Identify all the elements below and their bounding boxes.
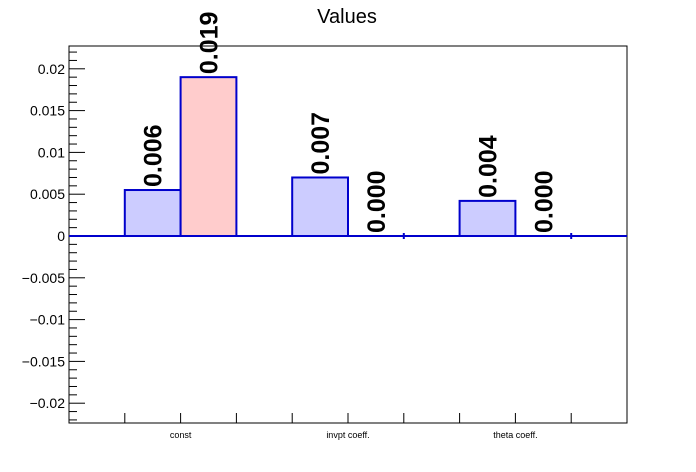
data-label: 0.000 <box>530 170 558 233</box>
data-label: 0.019 <box>196 12 224 75</box>
data-label: 0.007 <box>307 112 335 175</box>
chart-title: Values <box>317 6 377 28</box>
bar <box>458 199 517 237</box>
y-tick-label: 0.005 <box>30 186 65 202</box>
y-tick-label: −0.02 <box>30 395 66 411</box>
y-tick-label: −0.01 <box>30 312 66 328</box>
data-label: 0.004 <box>475 135 503 198</box>
plot-area: 0.02 0.015 0.01 0.005 0 −0.005 −0.01 −0.015 −0.0… <box>22 12 628 440</box>
y-tick-label: 0.01 <box>38 144 65 160</box>
data-label: 0.006 <box>140 124 168 187</box>
y-tick-label: −0.015 <box>22 353 65 369</box>
y-tick-label: 0 <box>57 228 65 244</box>
y-tick-label: −0.005 <box>22 270 65 286</box>
bar <box>123 189 182 238</box>
bar <box>291 176 350 237</box>
y-tick-label: 0.02 <box>38 61 65 77</box>
y-tick-label: 0.015 <box>30 103 65 119</box>
x-category-label: theta coeff. <box>493 430 537 440</box>
x-category-label: const <box>170 430 192 440</box>
data-label: 0.000 <box>363 170 391 233</box>
x-category-label: invpt coeff. <box>326 430 369 440</box>
bar <box>179 76 238 237</box>
